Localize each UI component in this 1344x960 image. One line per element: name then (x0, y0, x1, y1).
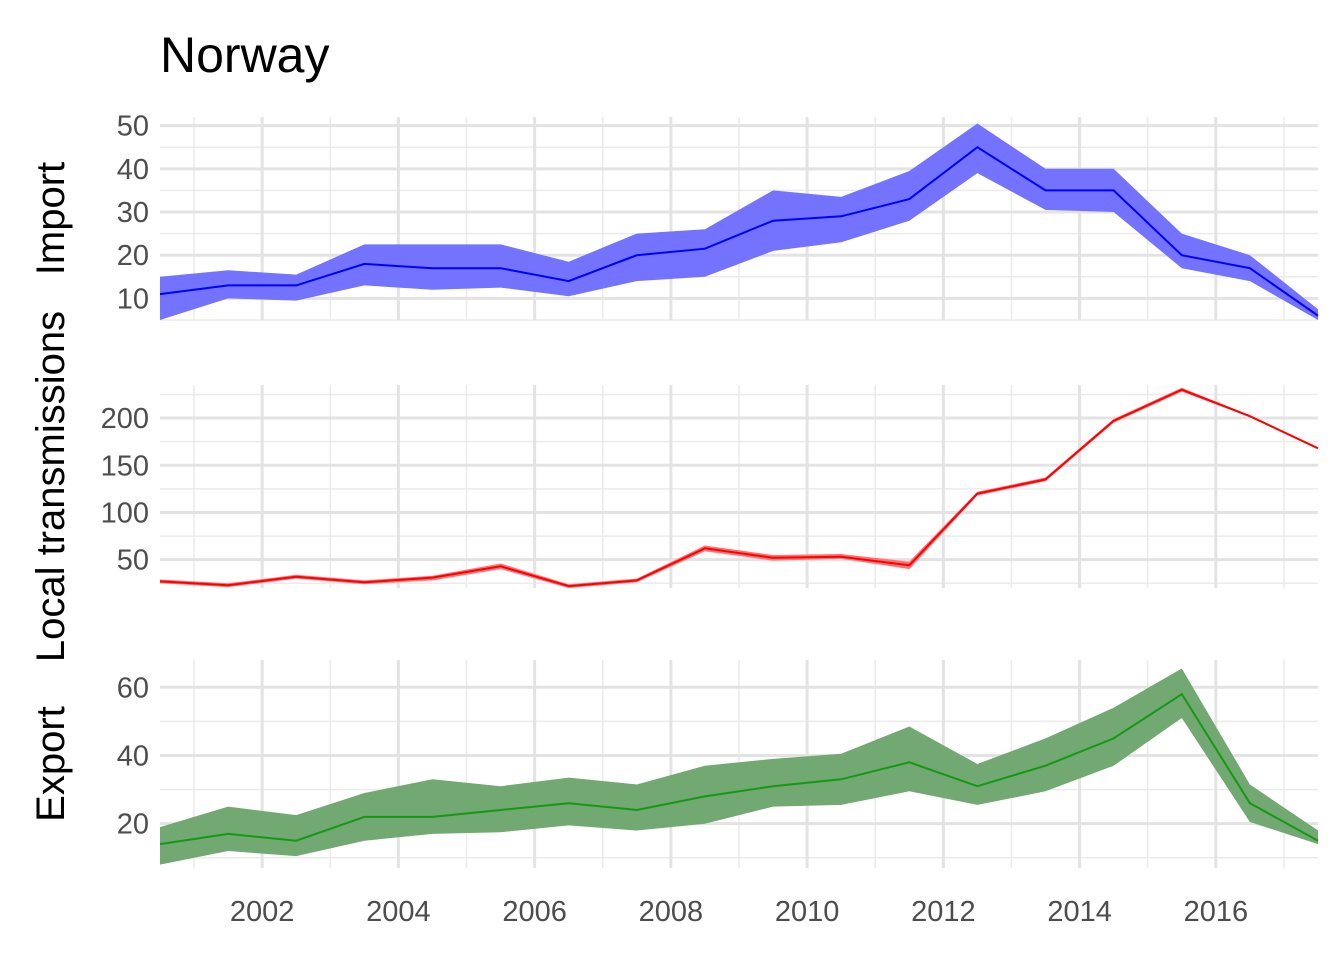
y-tick-label: 40 (117, 154, 149, 186)
y-tick-label: 200 (101, 403, 149, 435)
series-line (159, 692, 1319, 846)
panel-2: 50 100 150 200 Local transmissions (29, 311, 1319, 662)
x-tick-label: 2002 (230, 896, 295, 928)
y-tick-label: 150 (101, 450, 149, 482)
y-tick-label: 60 (117, 672, 149, 704)
chart-panels: 10 20 30 40 50 Import 50 100 150 200 Local transmi… (29, 111, 1319, 928)
x-tick-label: 2010 (775, 896, 840, 928)
y-tick-label: 10 (117, 283, 149, 315)
y-tick-label: 30 (117, 197, 149, 229)
series-line (159, 145, 1319, 317)
y-axis-label: Import (29, 162, 73, 275)
y-tick-label: 50 (117, 545, 149, 577)
y-axis-label: Export (29, 706, 73, 822)
x-tick-label: 2004 (366, 896, 431, 928)
x-tick-label: 2006 (502, 896, 567, 928)
x-tick-label: 2012 (911, 896, 976, 928)
y-tick-label: 50 (117, 111, 149, 143)
confidence-band (160, 123, 1318, 320)
panel-3: 20 40 60 Export 2002 2004 2006 2008 2010 2012 2014… (29, 660, 1319, 928)
chart-title: Norway (160, 27, 329, 83)
panel-1: 10 20 30 40 50 Import (29, 111, 1319, 321)
x-tick-label: 2016 (1184, 896, 1249, 928)
series-line (159, 388, 1319, 588)
y-tick-label: 100 (101, 497, 149, 529)
y-axis-label: Local transmissions (29, 311, 73, 662)
y-tick-label: 20 (117, 809, 149, 841)
x-tick-label: 2014 (1047, 896, 1112, 928)
y-tick-label: 20 (117, 240, 149, 272)
y-tick-label: 40 (117, 740, 149, 772)
x-tick-label: 2008 (639, 896, 704, 928)
